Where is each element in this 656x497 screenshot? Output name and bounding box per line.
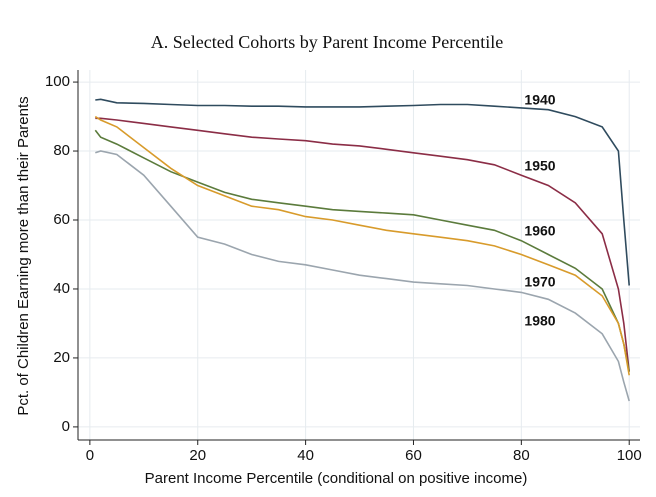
line xyxy=(94,115,630,376)
x-axis-label: Parent Income Percentile (conditional on… xyxy=(145,470,528,487)
x-tick-label: 40 xyxy=(297,447,314,464)
series-label: 1950 xyxy=(524,158,555,174)
line xyxy=(95,98,630,286)
x-tick-label: 0 xyxy=(86,447,94,464)
y-tick-label: 80 xyxy=(53,142,70,159)
series-label: 1970 xyxy=(524,274,555,290)
x-tick-label: 80 xyxy=(513,447,530,464)
line xyxy=(95,150,630,402)
line xyxy=(95,117,630,372)
x-tick-label: 100 xyxy=(617,447,642,464)
y-axis-label: Pct. of Children Earning more than their… xyxy=(15,96,32,415)
y-tick-label: 20 xyxy=(53,349,70,366)
y-tick-label: 0 xyxy=(62,418,70,435)
series-label: 1960 xyxy=(524,223,555,239)
series-label: 1980 xyxy=(524,313,555,329)
y-tick-label: 60 xyxy=(53,211,70,228)
x-tick-label: 60 xyxy=(405,447,422,464)
chart-title: A. Selected Cohorts by Parent Income Per… xyxy=(151,32,503,52)
series-label: 1940 xyxy=(524,92,555,108)
x-tick-label: 20 xyxy=(189,447,206,464)
y-tick-label: 40 xyxy=(53,280,70,297)
line xyxy=(94,129,630,372)
y-tick-label: 100 xyxy=(45,73,70,90)
